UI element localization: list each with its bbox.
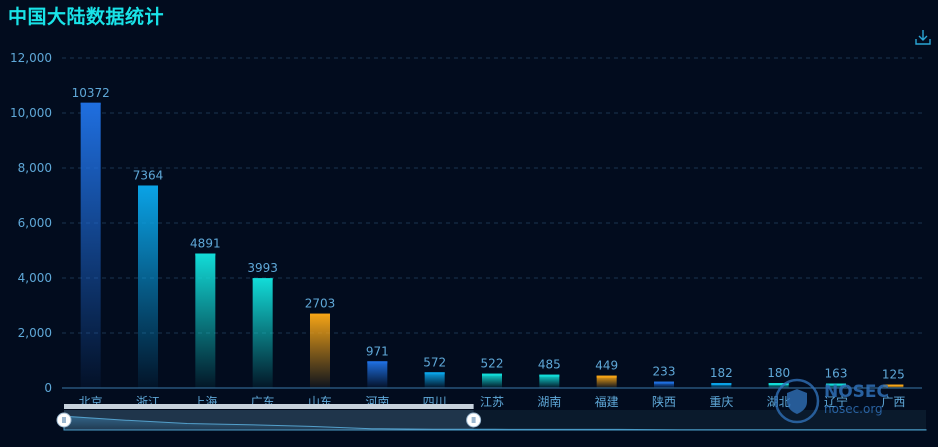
bar-cap (80, 102, 101, 105)
data-label: 449 (595, 359, 618, 373)
y-axis: 0 2,000 4,000 6,000 8,000 10,000 12,000 (10, 51, 52, 395)
bar-上海[interactable] (195, 253, 216, 388)
download-icon[interactable] (914, 28, 932, 46)
y-tick-label: 4,000 (18, 271, 52, 285)
zoom-selection[interactable] (64, 410, 474, 430)
watermark-brand: NOSEC (824, 382, 890, 402)
zoom-selection-bar[interactable] (64, 404, 474, 409)
data-label: 4891 (190, 236, 221, 250)
bar-cap (883, 384, 904, 387)
bar-陕西[interactable] (654, 381, 674, 388)
data-label: 182 (710, 366, 733, 380)
zoom-handle-grip (62, 417, 66, 423)
chart-title: 中国大陆数据统计 (8, 6, 165, 28)
data-label: 163 (825, 367, 848, 381)
bar-cap (195, 253, 216, 256)
grid-lines (62, 57, 922, 334)
data-label: 10372 (72, 86, 110, 100)
y-tick-label: 2,000 (18, 326, 52, 340)
bar-cap (138, 185, 158, 188)
data-label: 572 (423, 355, 446, 369)
x-tick-label: 重庆 (709, 395, 733, 409)
bar-重庆[interactable] (711, 382, 732, 388)
data-label: 2703 (305, 297, 336, 311)
data-label: 7364 (133, 168, 164, 182)
bar-cap (424, 372, 445, 375)
bar-cap (482, 373, 502, 376)
zoom-handle-grip (471, 417, 476, 423)
bar-cap (654, 381, 674, 384)
x-tick-label: 湖北 (767, 394, 791, 409)
bar-cap (826, 383, 846, 386)
zoom-preview (63, 415, 927, 431)
bar-江苏[interactable] (482, 373, 502, 388)
x-tick-label: 湖南 (537, 394, 561, 409)
bars (80, 102, 904, 389)
bar-cap (310, 313, 330, 316)
data-label: 233 (653, 365, 676, 379)
data-label: 3993 (247, 261, 278, 275)
bar-cap (711, 382, 732, 385)
data-label: 522 (481, 357, 504, 371)
watermark-domain: nosec.org (824, 402, 883, 416)
y-tick-label: 6,000 (18, 216, 52, 230)
bar-山东[interactable] (310, 313, 330, 388)
x-tick-label: 辽宁 (824, 394, 848, 409)
bar-福建[interactable] (596, 375, 617, 388)
bar-广东[interactable] (252, 278, 273, 388)
bar-cap (252, 278, 273, 281)
y-tick-label: 8,000 (18, 161, 52, 175)
data-label: 180 (767, 366, 790, 380)
data-label: 971 (366, 344, 389, 358)
zoom-track (64, 410, 926, 430)
x-tick-label: 江苏 (480, 395, 504, 409)
data-label: 125 (882, 368, 905, 382)
x-tick-label: 陕西 (652, 394, 676, 409)
bar-cap (539, 374, 560, 377)
bar-cap (367, 361, 388, 364)
bar-河南[interactable] (367, 361, 388, 388)
bar-北京[interactable] (80, 102, 101, 389)
data-labels: 10372 7364 4891 3993 2703 971 572 522 485 449 233 1… (72, 86, 905, 382)
bar-湖北[interactable] (768, 383, 789, 388)
data-label: 485 (538, 358, 561, 372)
data-zoom-slider (56, 404, 927, 431)
x-tick-label: 福建 (595, 394, 619, 409)
x-tick-label: 广西 (881, 395, 905, 409)
bar-cap (596, 375, 617, 378)
bar-辽宁[interactable] (826, 383, 846, 388)
y-tick-label: 12,000 (10, 51, 52, 65)
y-tick-label: 0 (44, 381, 52, 395)
bar-湖南[interactable] (539, 374, 560, 388)
watermark: NOSEC nosec.org (774, 378, 894, 424)
bar-四川[interactable] (424, 372, 445, 388)
shield-logo-icon (774, 378, 820, 424)
y-tick-label: 10,000 (10, 106, 52, 120)
bar-浙江[interactable] (138, 185, 158, 388)
bar-cap (768, 383, 789, 386)
